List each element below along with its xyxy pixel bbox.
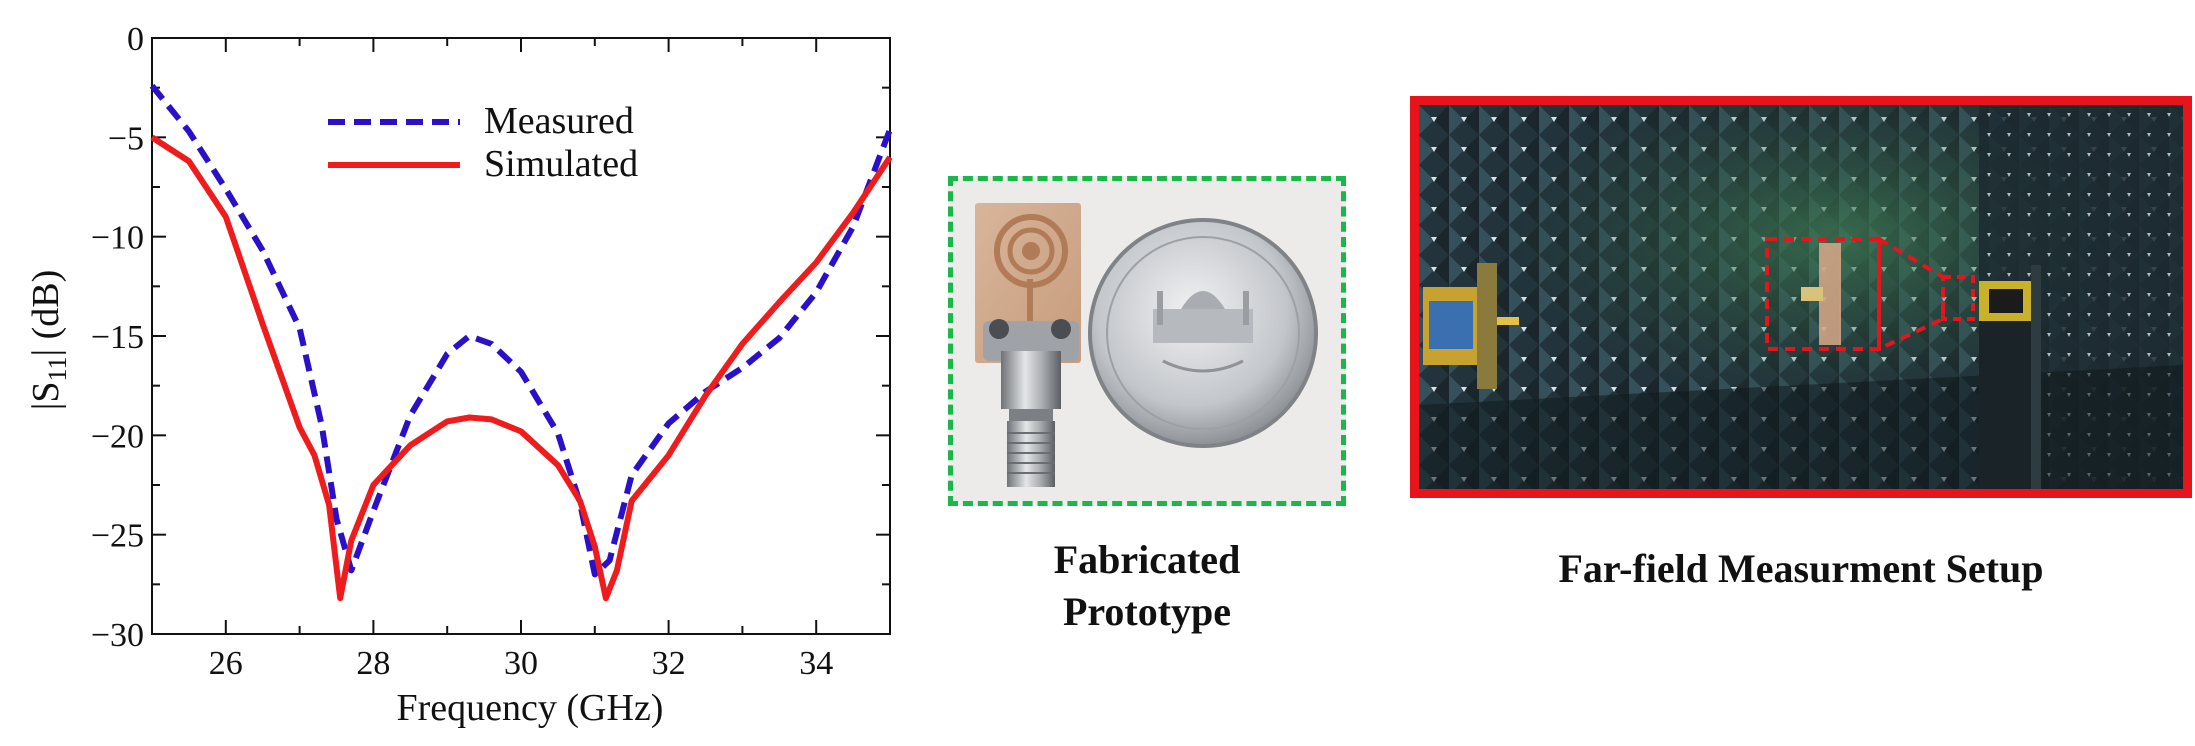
y-axis-title-subscript: 11 <box>43 356 72 381</box>
y-axis-title-main: |S <box>25 382 67 411</box>
aut-small-box <box>1941 275 1975 321</box>
aut-highlight-box <box>1765 237 1881 351</box>
y-tick-label: −25 <box>91 518 144 555</box>
coin-image <box>1088 218 1318 448</box>
horn-antenna-image <box>1423 263 1519 389</box>
s11-chart: 26 28 30 32 34 0 −5 −10 −15 −20 −25 −30 Frequency (… <box>25 21 893 729</box>
y-tick-label: −20 <box>91 418 144 455</box>
legend: Measured Simulated <box>328 100 638 185</box>
prototype-photo-frame <box>948 176 1346 506</box>
x-axis-title: Frequency (GHz) <box>397 687 664 729</box>
prototype-caption: Fabricated Prototype <box>948 534 1346 638</box>
y-tick-label: −15 <box>91 319 144 356</box>
x-tick-label: 30 <box>504 645 538 682</box>
x-tick-label: 32 <box>652 645 686 682</box>
farfield-photo-frame <box>1410 96 2192 498</box>
anechoic-chamber-photo <box>1419 105 2183 489</box>
x-tick-label: 34 <box>799 645 833 682</box>
y-tick-label: −30 <box>91 617 144 654</box>
axis-ticks: 26 28 30 32 34 0 −5 −10 −15 −20 −25 −30 <box>91 21 890 682</box>
x-tick-label: 28 <box>356 645 390 682</box>
y-axis-title-tail: | (dB) <box>25 270 67 357</box>
y-tick-label: −10 <box>91 220 144 257</box>
x-tick-label: 26 <box>209 645 243 682</box>
series-line-simulated <box>150 134 893 602</box>
y-tick-label: −5 <box>108 120 144 157</box>
prototype-photo <box>953 181 1341 501</box>
positioner-tower-image <box>1979 265 2041 489</box>
series-line-measured <box>149 83 893 578</box>
y-axis-title: |S11| (dB) <box>25 270 72 411</box>
prototype-caption-line2: Prototype <box>1062 589 1232 634</box>
antenna-prototype-image <box>975 203 1081 487</box>
prototype-caption-line1: Fabricated <box>1053 537 1241 582</box>
chart-series <box>149 83 893 602</box>
farfield-caption: Far-field Measurment Setup <box>1558 546 2044 591</box>
legend-label-measured: Measured <box>484 100 634 142</box>
legend-label-simulated: Simulated <box>484 143 638 185</box>
y-tick-label: 0 <box>127 21 144 58</box>
